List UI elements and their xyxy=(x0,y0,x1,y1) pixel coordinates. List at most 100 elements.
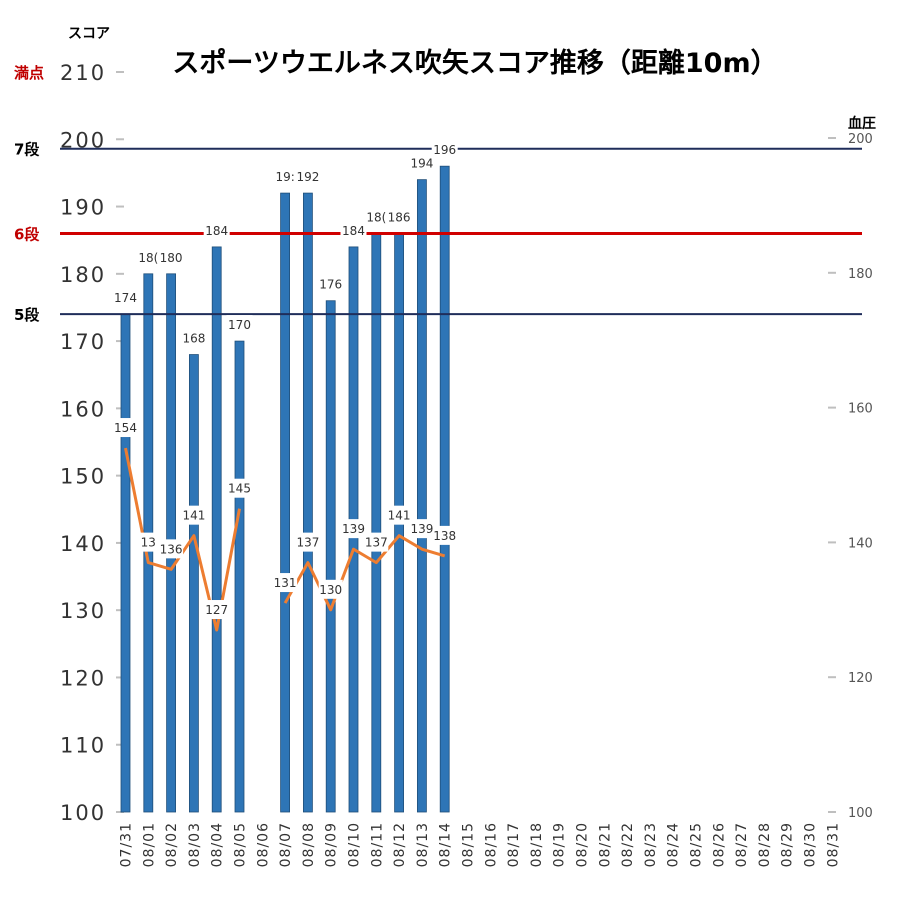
x-tick-label: 08/13 xyxy=(415,822,431,867)
score-bar xyxy=(439,165,450,813)
x-tick-label: 08/24 xyxy=(666,822,682,867)
bar-label-box xyxy=(135,247,162,266)
line-label-box xyxy=(432,525,457,545)
line-label-box xyxy=(227,478,252,498)
score-bar xyxy=(416,179,427,813)
reference-line-label: 満点 xyxy=(14,64,44,82)
line-value-label: 131 xyxy=(274,576,297,590)
reference-lines: 満点 7段 6段 5段 xyxy=(14,64,862,324)
line-label-box xyxy=(273,573,298,593)
x-tick-label: 08/23 xyxy=(643,822,659,867)
y-right-tick-label: 160 xyxy=(848,402,873,417)
line-label-box xyxy=(159,539,184,559)
score-bar xyxy=(188,354,199,813)
line-value-label: 141 xyxy=(182,509,205,523)
bar-label-box xyxy=(294,167,321,186)
chart-title: スポーツウエルネス吹矢スコア推移（距離10m） xyxy=(172,47,777,79)
x-tick-label: 08/30 xyxy=(803,822,819,867)
bar-value-label: 18( xyxy=(138,251,158,265)
line-label-box xyxy=(364,532,389,552)
score-bar xyxy=(280,192,291,813)
x-tick-label: 08/05 xyxy=(233,822,249,867)
bar-value-label: 184 xyxy=(205,224,228,238)
line-value-label: 154 xyxy=(114,421,137,435)
x-tick-label: 08/01 xyxy=(141,822,157,867)
x-tick-label: 08/18 xyxy=(529,822,545,867)
y-left-tick-label: 120 xyxy=(60,666,106,690)
y-right-ticks: 100 120 140 160 180 200 xyxy=(828,132,873,821)
x-tick-label: 08/11 xyxy=(369,822,385,867)
y-left-tick-label: 140 xyxy=(60,532,106,556)
y-left-tick-label: 180 xyxy=(60,263,106,287)
bar-value-label: 194 xyxy=(410,157,433,171)
line-label-box xyxy=(136,532,161,552)
line-value-label: 130 xyxy=(319,583,342,597)
bar-value-label: 174 xyxy=(114,291,137,305)
bar-value-label: 192 xyxy=(296,170,319,184)
reference-line-label: 7段 xyxy=(14,141,39,159)
x-tick-label: 08/08 xyxy=(301,822,317,867)
bar-value-label: 170 xyxy=(228,318,251,332)
line-value-label: 141 xyxy=(388,509,411,523)
bar-label-box xyxy=(408,153,435,172)
score-bar xyxy=(371,233,382,813)
bar-label-box xyxy=(180,328,207,347)
line-label-box xyxy=(318,579,343,599)
line-value-label: 139 xyxy=(342,522,365,536)
line-label-box xyxy=(409,519,434,539)
score-bar xyxy=(325,300,336,813)
x-tick-label: 08/12 xyxy=(392,822,408,867)
x-tick-label: 08/09 xyxy=(324,822,340,867)
line-label-box xyxy=(295,532,320,552)
bar-label-box xyxy=(272,167,299,186)
x-tick-label: 08/16 xyxy=(483,822,499,867)
line-value-label: 137 xyxy=(296,536,319,550)
bar-value-label: 18( xyxy=(366,210,386,224)
bar-value-label: 168 xyxy=(182,332,205,346)
y-left-tick-label: 210 xyxy=(60,61,106,85)
x-tick-label: 08/20 xyxy=(575,822,591,867)
reference-line-label: 5段 xyxy=(14,306,39,324)
bar-label-box xyxy=(386,207,413,226)
x-tick-label: 08/19 xyxy=(552,822,568,867)
y-left-tick-label: 170 xyxy=(60,330,106,354)
line-label-box xyxy=(341,519,366,539)
x-tick-label: 08/07 xyxy=(278,822,294,867)
x-tick-label: 08/27 xyxy=(734,822,750,867)
line-label-box xyxy=(181,505,206,525)
y-left-tick-label: 190 xyxy=(60,196,106,220)
y-left-tick-label: 130 xyxy=(60,599,106,623)
line-label-box xyxy=(204,600,229,620)
score-bar xyxy=(234,340,245,813)
bar-value-label: 186 xyxy=(388,210,411,224)
x-tick-label: 08/29 xyxy=(780,822,796,867)
line-value-label: 127 xyxy=(205,603,228,617)
bar-label-box xyxy=(431,140,458,159)
bar-value-label: 180 xyxy=(160,251,183,265)
x-tick-label: 08/15 xyxy=(461,822,477,867)
x-axis-ticks: 07/31 08/01 08/02 08/03 08/04 08/05 08/06 08/07… xyxy=(119,822,842,867)
bar-label-box xyxy=(226,315,253,334)
x-tick-label: 08/14 xyxy=(438,822,454,867)
bar-label-box xyxy=(203,220,230,239)
x-tick-label: 08/21 xyxy=(597,822,613,867)
y-right-tick-label: 100 xyxy=(848,806,873,821)
line-value-label: 138 xyxy=(433,529,456,543)
y-right-tick-label: 180 xyxy=(848,267,873,282)
bar-label-box xyxy=(158,247,185,266)
line-value-label: 139 xyxy=(410,522,433,536)
line-value-label: 136 xyxy=(160,542,183,556)
bar-value-label: 184 xyxy=(342,224,365,238)
bar-label-box xyxy=(340,220,367,239)
reference-line-label: 6段 xyxy=(14,225,39,243)
bar-value-label: 19: xyxy=(275,170,294,184)
bar-value-label: 196 xyxy=(433,143,456,157)
x-tick-label: 08/28 xyxy=(757,822,773,867)
x-tick-label: 08/31 xyxy=(825,822,841,867)
bar-value-label: 176 xyxy=(319,278,342,292)
